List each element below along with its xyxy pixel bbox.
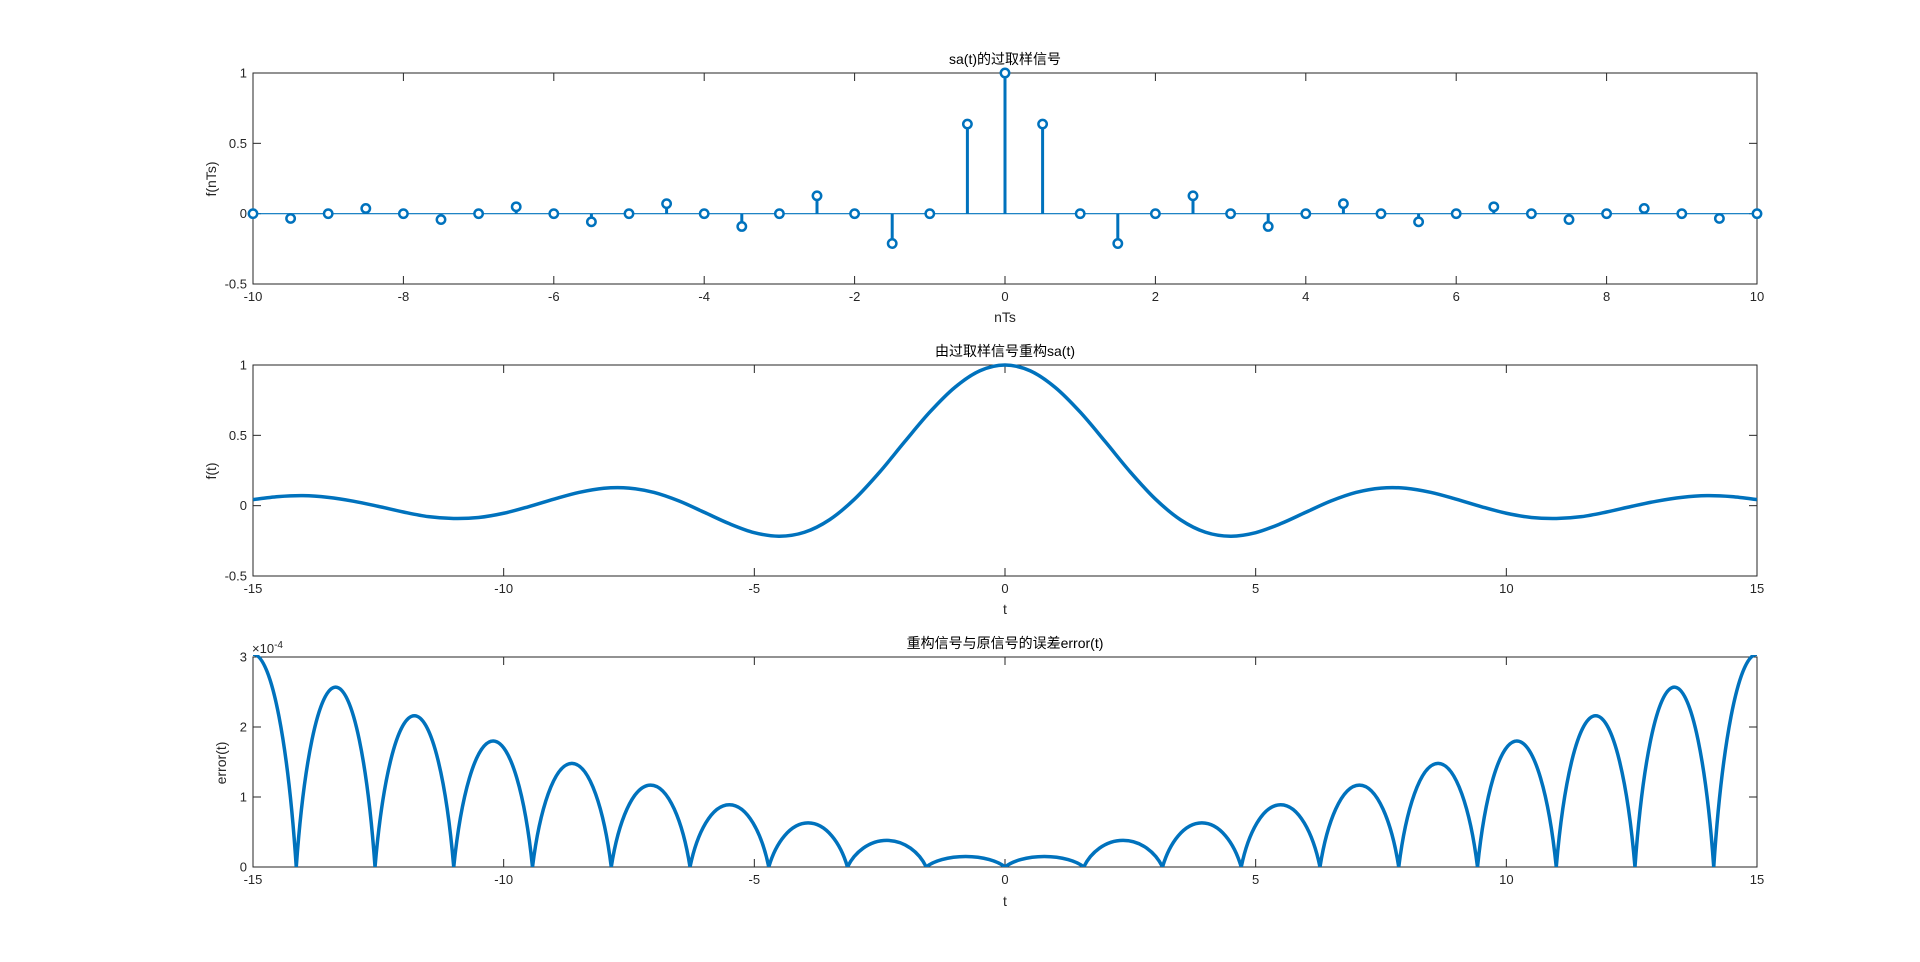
plot3-xtick-label: -15 <box>244 872 263 887</box>
plot3-ylabel: error(t) <box>213 742 229 785</box>
stem-marker <box>360 203 372 214</box>
plot1-ytick-label: -0.5 <box>225 277 247 292</box>
stem-marker <box>1149 208 1161 220</box>
stem-marker <box>1488 201 1500 213</box>
plot2-xtick-label: 5 <box>1252 581 1259 596</box>
plot1-xtick-label: 10 <box>1750 289 1764 304</box>
plot1-xtick-label: 2 <box>1152 289 1159 304</box>
stem-marker <box>661 198 673 210</box>
plot1-xtick-label: 4 <box>1302 289 1309 304</box>
plot3-xlabel: t <box>1003 893 1007 909</box>
plot2-ytick-label: 1 <box>240 358 247 373</box>
plot3-exponent-power: -4 <box>274 640 283 651</box>
stem-marker <box>1601 208 1613 220</box>
stem-marker <box>1187 190 1199 202</box>
plot1-ytick-label: 0 <box>240 206 247 221</box>
plot3-xtick-label: -10 <box>494 872 513 887</box>
error-line <box>253 655 1757 867</box>
stem-marker <box>1262 221 1274 232</box>
stem-marker <box>849 208 861 220</box>
stem-marker <box>698 208 710 220</box>
plot3-xtick-label: 5 <box>1252 872 1259 887</box>
plot3-exponent-base: ×10 <box>252 641 274 656</box>
plot1-xtick-label: 8 <box>1603 289 1610 304</box>
plot2-xtick-label: -15 <box>244 581 263 596</box>
plot2-title: 由过取样信号重构sa(t) <box>935 343 1075 359</box>
stem-marker <box>736 221 748 232</box>
plot2-ytick-label: -0.5 <box>225 569 247 584</box>
subplot-oversampled-signal: sa(t)的过取样信号 nTs f(nTs) -10 -8 -6 -4 -2 0 2 4 6 8 1… <box>203 51 1764 325</box>
stem-marker <box>585 216 597 228</box>
stem-marker <box>1638 203 1650 214</box>
reconstructed-signal-line <box>252 363 1758 538</box>
subplot-reconstruction-error: 重构信号与原信号的误差error(t) t error(t) ×10-4 -15… <box>213 635 1764 909</box>
plot1-title: sa(t)的过取样信号 <box>949 51 1061 67</box>
stem-marker <box>1525 208 1537 220</box>
stem-marker <box>811 190 823 202</box>
plot1-xtick-label: -4 <box>698 289 710 304</box>
stem-marker <box>1450 208 1462 220</box>
plot3-title: 重构信号与原信号的误差error(t) <box>907 635 1104 651</box>
stem-marker <box>999 67 1011 79</box>
plot1-ytick-label: 1 <box>240 66 247 81</box>
stem-marker <box>1713 212 1725 224</box>
stem-marker <box>1563 214 1575 226</box>
stem-marker <box>1225 208 1237 220</box>
plot2-xlabel: t <box>1003 601 1007 617</box>
plot3-xtick-label: 15 <box>1750 872 1764 887</box>
stem-marker <box>773 208 785 220</box>
stem-marker <box>285 212 297 224</box>
stem-marker <box>548 208 560 220</box>
stem-marker <box>623 208 635 220</box>
plot1-xtick-label: -2 <box>849 289 861 304</box>
stem-marker <box>1112 238 1124 249</box>
plot2-xtick-label: -5 <box>749 581 761 596</box>
plot2-xtick-label: 15 <box>1750 581 1764 596</box>
plot2-ylabel: f(t) <box>203 462 219 479</box>
plot2-axes-frame <box>252 364 1758 577</box>
stem-marker <box>1074 208 1086 220</box>
plot3-ytick-label: 1 <box>240 790 247 805</box>
plot1-xtick-label: -6 <box>548 289 560 304</box>
stem-marker <box>435 214 447 226</box>
plot1-xtick-label: -8 <box>398 289 410 304</box>
stem-marker <box>397 208 409 220</box>
plot3-ytick-label: 3 <box>240 650 247 665</box>
stem-marker <box>1751 208 1763 220</box>
plot3-xtick-label: -5 <box>749 872 761 887</box>
stem-marker <box>924 208 936 220</box>
subplot-reconstructed-signal: 由过取样信号重构sa(t) t f(t) -15 -10 -5 0 5 10 15-0.50… <box>203 343 1764 617</box>
plot1-xtick-label: 6 <box>1453 289 1460 304</box>
plot1-xtick-label: 0 <box>1001 289 1008 304</box>
stem-marker <box>473 208 485 220</box>
plot2-xtick-label: -10 <box>494 581 513 596</box>
stem-marker <box>1300 208 1312 220</box>
plot3-axes-frame <box>252 656 1758 868</box>
plot2-xtick-label: 0 <box>1001 581 1008 596</box>
plot3-exponent-label: ×10-4 <box>252 640 283 656</box>
stem-marker <box>1337 198 1349 210</box>
stem-marker <box>1037 118 1049 130</box>
plot2-xtick-label: 10 <box>1499 581 1513 596</box>
stem-marker <box>1413 216 1425 228</box>
stem-marker <box>961 118 973 130</box>
plot1-ylabel: f(nTs) <box>203 162 219 197</box>
plot2-ytick-label: 0.5 <box>229 428 247 443</box>
plot2-ytick-label: 0 <box>240 498 247 513</box>
plot3-ytick-label: 0 <box>240 860 247 875</box>
plot1-ytick-label: 0.5 <box>229 136 247 151</box>
stem-marker <box>322 208 334 220</box>
stem-marker <box>510 201 522 213</box>
stem-marker <box>1375 208 1387 220</box>
stem-marker <box>886 238 898 249</box>
plot3-xtick-label: 0 <box>1001 872 1008 887</box>
plot1-xlabel: nTs <box>994 309 1016 325</box>
plot1-xtick-label: -10 <box>244 289 263 304</box>
stem-marker <box>1676 208 1688 220</box>
plot3-ytick-label: 2 <box>240 720 247 735</box>
plot3-xtick-label: 10 <box>1499 872 1513 887</box>
stem-marker <box>247 208 259 220</box>
